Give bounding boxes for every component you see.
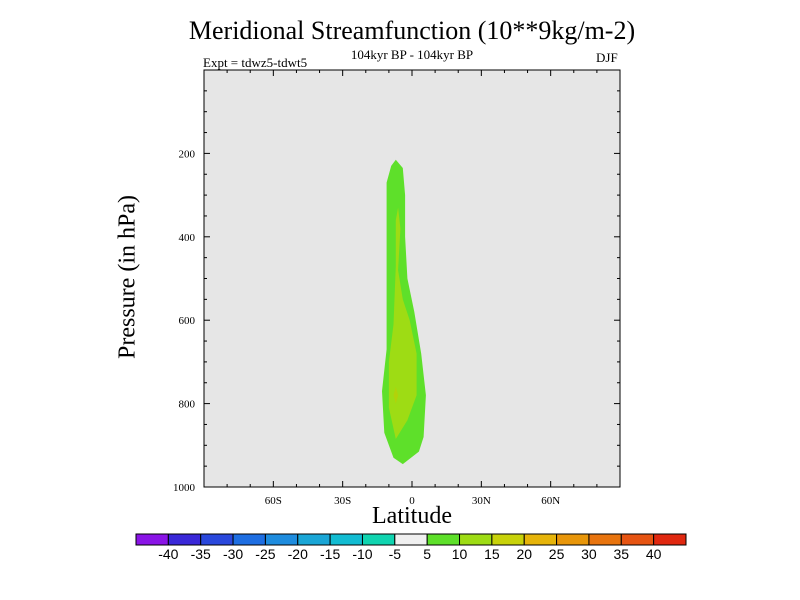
x-tick-label: 30N [472,495,491,507]
colorbar-label: 25 [549,546,565,562]
colorbar-box [297,533,331,546]
colorbar-label: 35 [614,546,630,562]
x-tick-label: 60S [265,495,282,507]
colorbar-label: -25 [255,546,275,562]
colorbar-box [361,533,396,546]
colorbar-label: -20 [288,546,308,562]
contour-layer [382,159,426,465]
colorbar-label: 40 [646,546,662,562]
x-tick-label: 60N [541,495,560,507]
colorbar: -40 -35 -30 -25 -20 -15 -10 -5 5 10 15 20 25 30 35 40 [135,533,687,562]
colorbar-label: -5 [389,546,402,562]
season-label: DJF [596,50,618,65]
colorbar-box [588,533,622,546]
colorbar-box [426,533,461,546]
colorbar-label: -40 [158,546,178,562]
colorbar-box [556,533,590,546]
chart-title: Meridional Streamfunction (10**9kg/m-2) [188,16,636,45]
colorbar-box [620,533,655,546]
colorbar-label: -35 [191,546,211,562]
y-tick-label: 400 [179,232,196,244]
colorbar-box [232,533,266,546]
colorbar-label: 15 [484,546,500,562]
colorbar-box [523,533,558,546]
x-axis-label: Latitude [372,503,452,529]
y-tick-label: 800 [179,399,196,411]
colorbar-box [200,533,234,546]
contour-region-1 [388,207,417,439]
colorbar-label: -15 [320,546,340,562]
contour-region-2 [393,386,399,404]
x-tick-label: 30S [334,495,351,507]
experiment-label: Expt = tdwz5-tdwt5 [203,55,308,70]
colorbar-label: 5 [423,546,431,562]
colorbar-box [491,533,525,546]
colorbar-label: 20 [516,546,532,562]
colorbar-label: -30 [223,546,243,562]
colorbar-box [394,533,428,546]
colorbar-box [329,533,363,546]
colorbar-label: 30 [581,546,597,562]
colorbar-box [459,533,493,546]
colorbar-box [264,533,299,546]
colorbar-box [135,533,169,546]
colorbar-box [167,533,202,546]
colorbar-label: 10 [452,546,468,562]
axis-ticks: 60S 30S 0 30N 60N 200 400 600 800 1000 [173,70,620,507]
colorbar-label: -10 [352,546,372,562]
y-tick-label: 600 [179,315,196,327]
chart-subtitle: 104kyr BP - 104kyr BP [350,47,474,62]
x-tick-label: 0 [409,495,415,507]
y-tick-label: 1000 [173,482,196,494]
colorbar-box [653,533,687,546]
y-tick-label: 200 [179,148,196,160]
